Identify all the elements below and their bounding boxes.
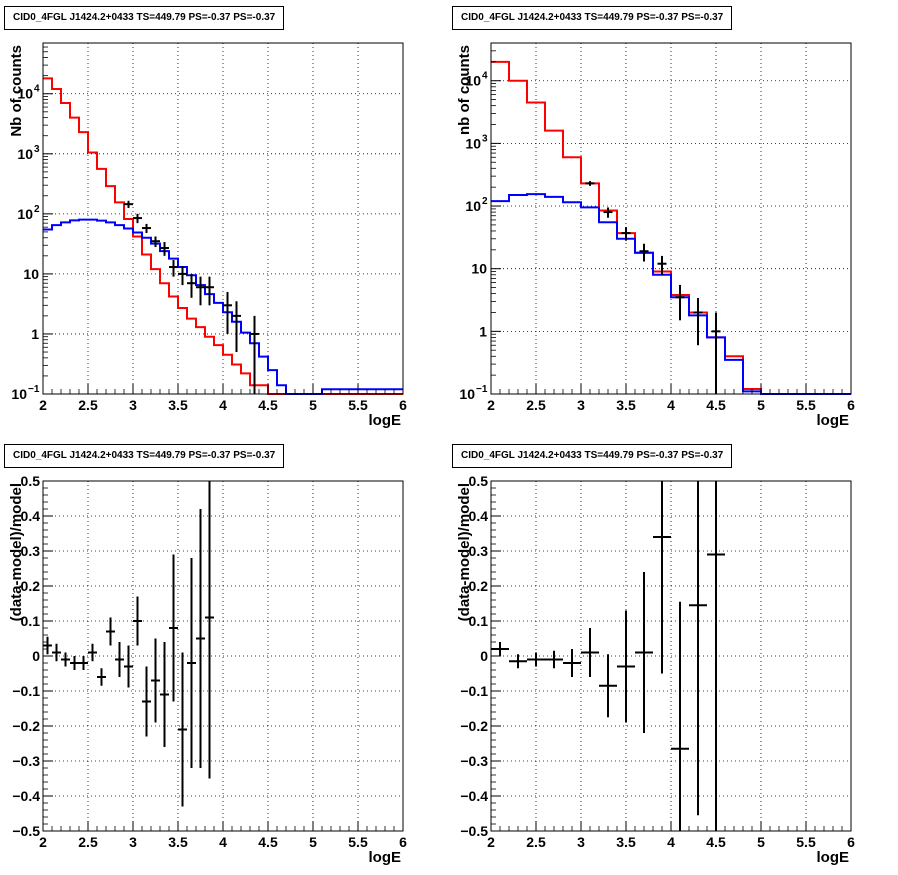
x-tick-label: 2.5 (78, 397, 98, 413)
y-tick-label-exponent: 3 (34, 144, 40, 155)
x-tick-label: 3 (129, 834, 137, 850)
x-axis-title: logE (817, 412, 850, 429)
x-tick-label: 4.5 (706, 397, 726, 413)
x-tick-label: 2 (487, 834, 495, 850)
y-tick-label: −0.2 (460, 718, 488, 734)
y-tick-label: 1 (31, 326, 39, 342)
panel-title-bottom-left: CID0_4FGL J1424.2+0433 TS=449.79 PS=-0.3… (4, 444, 285, 468)
chart-panel-2: 2 2.5 3 3.5 4 4.5 5 5.5 6 −0.5 −0.4 −0.3 −0.2 −0.1 0 0.… (8, 473, 407, 866)
x-tick-label: 6 (847, 834, 855, 850)
y-axis-title: (data-model)/model (8, 483, 25, 621)
y-tick-label-exponent: 4 (34, 84, 40, 95)
y-tick-label: 0 (480, 648, 488, 664)
x-tick-label: 5 (309, 397, 317, 413)
x-tick-label: 6 (847, 397, 855, 413)
x-tick-label: 5.5 (796, 397, 816, 413)
x-tick-label: 3 (577, 834, 585, 850)
y-tick-label: 10 (459, 386, 475, 402)
x-tick-label: 3 (577, 397, 585, 413)
y-tick-label: 0.1 (21, 613, 41, 629)
x-tick-label: 3.5 (168, 834, 188, 850)
x-tick-label: 4 (667, 397, 675, 413)
x-tick-label: 4 (219, 397, 227, 413)
x-tick-label: 5.5 (348, 834, 368, 850)
x-tick-label: 5 (757, 834, 765, 850)
y-tick-label: 0 (32, 648, 40, 664)
chart-panel-3: 2 2.5 3 3.5 4 4.5 5 5.5 6 −0.5 −0.4 −0.3 −0.2 −0.1 0 0.… (456, 473, 855, 866)
y-tick-label: 10 (23, 266, 39, 282)
x-tick-label: 2.5 (526, 834, 546, 850)
x-tick-label: 2 (39, 397, 47, 413)
x-axis-title: logE (817, 849, 850, 866)
x-tick-label: 4.5 (258, 834, 278, 850)
y-tick-label: 10 (465, 135, 481, 151)
panel-title-top-right: CID0_4FGL J1424.2+0433 TS=449.79 PS=-0.3… (452, 6, 733, 30)
series-step-line-1 (491, 193, 851, 395)
y-tick-label: −0.1 (460, 683, 488, 699)
y-tick-label: −0.2 (12, 718, 40, 734)
y-tick-label: 10 (17, 206, 33, 222)
x-tick-label: 3.5 (616, 834, 636, 850)
x-tick-label: 4.5 (258, 397, 278, 413)
y-tick-label: 0.4 (469, 508, 489, 524)
y-tick-label: 0.5 (21, 473, 41, 489)
x-tick-label: 5.5 (796, 834, 816, 850)
y-tick-label: 0.1 (469, 613, 489, 629)
x-tick-label: 2 (487, 397, 495, 413)
y-tick-label: −0.1 (12, 683, 40, 699)
y-tick-label-exponent: −1 (476, 384, 488, 395)
y-tick-label: 0.3 (21, 543, 41, 559)
y-tick-label: −0.3 (12, 753, 40, 769)
x-tick-label: 5 (309, 834, 317, 850)
y-axis-title: Nb of counts (8, 45, 25, 137)
y-tick-label: −0.3 (460, 753, 488, 769)
y-tick-label-exponent: 3 (482, 133, 488, 144)
y-tick-label: 10 (465, 73, 481, 89)
y-tick-label: 0.2 (21, 578, 41, 594)
y-tick-label: −0.4 (460, 788, 488, 804)
series-step-line-0 (43, 77, 403, 395)
x-tick-label: 3 (129, 397, 137, 413)
x-tick-label: 3.5 (168, 397, 188, 413)
x-tick-label: 5 (757, 397, 765, 413)
y-tick-label-exponent: 4 (482, 71, 488, 82)
panel-title-bottom-right: CID0_4FGL J1424.2+0433 TS=449.79 PS=-0.3… (452, 444, 733, 468)
x-tick-label: 4 (667, 834, 675, 850)
x-axis-title: logE (369, 412, 402, 429)
panel-title-top-left: CID0_4FGL J1424.2+0433 TS=449.79 PS=-0.3… (4, 6, 285, 30)
y-axis-title: nb of counts (456, 45, 473, 135)
y-tick-label: 0.4 (21, 508, 41, 524)
y-tick-label-exponent: −1 (28, 384, 40, 395)
y-tick-label: 10 (17, 146, 33, 162)
x-tick-label: 2.5 (526, 397, 546, 413)
x-tick-label: 2 (39, 834, 47, 850)
x-tick-label: 6 (399, 834, 407, 850)
y-tick-label: 10 (471, 261, 487, 277)
y-tick-label: 10 (11, 386, 27, 402)
y-tick-label: −0.5 (460, 823, 488, 839)
y-tick-label: 10 (465, 198, 481, 214)
y-axis-title: (data-model)/model (456, 483, 473, 621)
x-tick-label: 6 (399, 397, 407, 413)
x-tick-label: 2.5 (78, 834, 98, 850)
y-tick-label-exponent: 2 (482, 196, 488, 207)
y-tick-label: 0.5 (469, 473, 489, 489)
x-tick-label: 4.5 (706, 834, 726, 850)
y-tick-label: 10 (17, 86, 33, 102)
x-axis-title: logE (369, 849, 402, 866)
y-tick-label: −0.4 (12, 788, 40, 804)
x-tick-label: 5.5 (348, 397, 368, 413)
x-tick-label: 3.5 (616, 397, 636, 413)
y-tick-label-exponent: 2 (34, 204, 40, 215)
y-tick-label: 0.3 (469, 543, 489, 559)
y-tick-label: 0.2 (469, 578, 489, 594)
y-tick-label: 1 (479, 323, 487, 339)
y-tick-label: −0.5 (12, 823, 40, 839)
x-tick-label: 4 (219, 834, 227, 850)
